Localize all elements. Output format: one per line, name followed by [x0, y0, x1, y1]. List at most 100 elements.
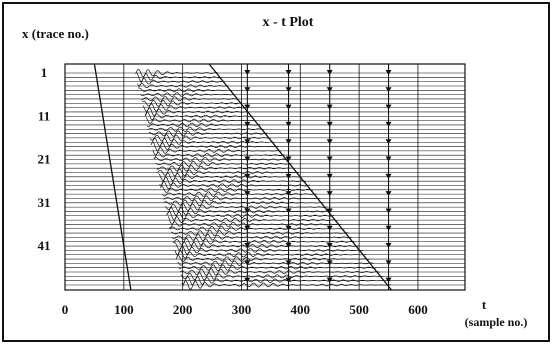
wiggle-trace-27 [160, 180, 310, 190]
wiggle-trace-40 [172, 237, 356, 246]
x-axis-label: (sample no.) [465, 315, 528, 329]
marker-4-trace-5 [385, 87, 392, 93]
marker-3-trace-13 [326, 121, 333, 127]
marker-1-trace-33 [244, 208, 251, 214]
x-tick-400: 400 [291, 302, 311, 317]
marker-3-trace-49 [326, 277, 333, 283]
marker-3-trace-1 [326, 70, 333, 75]
wiggle-trace-25 [158, 172, 303, 182]
wiggle-trace-39 [171, 233, 353, 242]
wiggle-trace-14 [147, 126, 264, 132]
wiggle-trace-29 [162, 191, 317, 197]
wiggle-trace-32 [165, 203, 328, 211]
marker-4-trace-21 [385, 156, 392, 162]
marker-4-trace-49 [385, 277, 392, 283]
wiggle-trace-3 [137, 77, 225, 87]
x-axis-symbol: t [482, 297, 487, 312]
wiggle-trace-9 [142, 103, 246, 112]
marker-3-trace-25 [326, 173, 333, 179]
wiggle-trace-43 [175, 250, 367, 260]
marker-4-trace-9 [385, 104, 392, 110]
wiggle-trace-13 [146, 122, 261, 128]
marker-3-trace-9 [326, 104, 333, 110]
y-tick-41: 41 [38, 238, 51, 253]
wiggle-trace-47 [179, 268, 381, 276]
wiggle-trace-49 [181, 276, 388, 286]
marker-2-trace-5 [285, 87, 292, 93]
wiggle-trace-30 [163, 195, 321, 202]
markers [244, 64, 392, 290]
wiggle-trace-12 [145, 117, 257, 124]
marker-2-trace-9 [285, 104, 292, 110]
reference-line-2 [208, 63, 392, 291]
marker-3-trace-41 [326, 243, 333, 249]
marker-3-trace-45 [326, 260, 333, 266]
marker-1-trace-13 [244, 121, 251, 127]
traces [65, 72, 465, 286]
wiggle-trace-44 [176, 255, 371, 263]
wiggle-trace-38 [170, 229, 349, 237]
wiggle-trace-11 [144, 111, 253, 121]
y-tick-11: 11 [38, 108, 50, 123]
marker-2-trace-41 [285, 243, 292, 249]
wiggle-trace-20 [153, 152, 285, 160]
marker-1-trace-21 [244, 156, 251, 162]
wiggle-trace-2 [136, 72, 222, 82]
wiggle-trace-35 [167, 216, 338, 225]
x-tick-labels: 0 100 200 300 400 500 600 [62, 302, 428, 317]
marker-1-trace-1 [244, 70, 251, 75]
wiggle-trace-1 [135, 68, 218, 77]
x-tick-0: 0 [62, 302, 69, 317]
marker-3-trace-17 [326, 139, 333, 145]
wiggle-trace-45 [177, 260, 374, 267]
x-tick-600: 600 [408, 302, 428, 317]
marker-4-trace-25 [385, 173, 392, 179]
reference-line-1 [93, 63, 132, 291]
wiggle-trace-21 [154, 157, 289, 162]
marker-2-trace-1 [285, 70, 292, 75]
marker-4-trace-29 [385, 191, 392, 197]
wiggle-trace-5 [139, 88, 233, 93]
wiggle-trace-4 [138, 82, 229, 89]
wavefield [135, 68, 391, 290]
y-axis-label: x (trace no.) [22, 26, 89, 41]
wiggle-trace-24 [157, 168, 299, 177]
wiggle-trace-18 [151, 141, 279, 152]
marker-2-trace-45 [285, 260, 292, 266]
marker-2-trace-33 [285, 208, 292, 214]
wiggle-trace-34 [166, 210, 335, 221]
marker-4-trace-33 [385, 208, 392, 214]
wiggle-trace-19 [152, 147, 281, 156]
wiggle-trace-46 [178, 264, 377, 271]
wiggle-trace-17 [150, 138, 275, 147]
marker-1-trace-41 [244, 243, 251, 249]
wiggle-trace-48 [180, 272, 384, 281]
wiggle-trace-23 [156, 164, 296, 172]
y-tick-21: 21 [38, 152, 51, 167]
wiggle-trace-22 [155, 161, 292, 167]
marker-4-trace-37 [385, 225, 392, 231]
marker-1-trace-9 [244, 104, 251, 110]
y-tick-31: 31 [38, 195, 51, 210]
marker-4-trace-41 [385, 243, 392, 249]
wiggle-trace-16 [149, 134, 271, 142]
marker-2-trace-17 [285, 139, 292, 145]
marker-2-trace-13 [285, 121, 292, 127]
wiggle-trace-10 [144, 107, 250, 117]
x-tick-200: 200 [173, 302, 193, 317]
marker-4-trace-1 [385, 70, 392, 75]
wiggle-trace-42 [174, 245, 363, 256]
marker-3-trace-33 [326, 208, 333, 214]
marker-3-trace-37 [326, 225, 333, 231]
marker-4-trace-17 [385, 139, 392, 145]
marker-2-trace-29 [285, 191, 292, 197]
marker-2-trace-21 [285, 156, 292, 162]
marker-4-trace-45 [385, 260, 392, 266]
marker-3-trace-5 [326, 87, 333, 93]
wiggle-trace-6 [140, 92, 235, 97]
marker-1-trace-25 [244, 173, 251, 179]
marker-3-trace-21 [326, 156, 333, 162]
reference-lines [93, 63, 392, 291]
